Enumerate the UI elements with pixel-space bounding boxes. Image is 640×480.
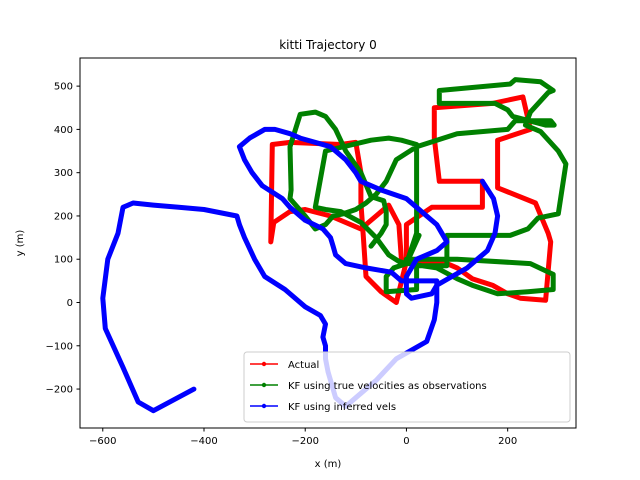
legend-box: [243, 351, 571, 423]
y-tick-label: −100: [46, 341, 73, 352]
series-2-trajectory: [287, 77, 569, 297]
legend-swatch-marker: [261, 361, 267, 367]
series-3-trajectory: [100, 126, 501, 414]
y-tick-label: 500: [54, 82, 73, 93]
legend-label: Actual: [288, 360, 319, 371]
series-layer: [100, 77, 569, 414]
y-tick-label: 100: [54, 255, 73, 266]
x-tick-label: −200: [291, 436, 318, 447]
y-tick-label: 200: [54, 211, 73, 222]
axes-frame: [79, 57, 577, 429]
x-axis-label: x (m): [315, 459, 342, 470]
legend-swatch-marker: [261, 403, 267, 409]
y-axis-label: y (m): [15, 230, 26, 257]
x-tick-label: 200: [498, 436, 517, 447]
chart-title: kitti Trajectory 0: [279, 38, 377, 52]
legend-label: KF using true velocities as observations: [288, 381, 487, 392]
x-tick-label: −400: [190, 436, 217, 447]
legend-swatch-marker: [261, 382, 267, 388]
y-tick-label: 300: [54, 168, 73, 179]
axes-layer: −600 −400 −200 0 200 −200 −100 0 100 200 300 400 500: [46, 57, 577, 447]
y-tick-label: −200: [46, 385, 73, 396]
x-tick-label: −600: [89, 436, 116, 447]
x-tick-label: 0: [403, 436, 409, 447]
y-tick-label: 400: [54, 125, 73, 136]
legend: Actual KF using true velocities as observ…: [243, 351, 571, 423]
y-tick-label: 0: [67, 298, 73, 309]
legend-label: KF using inferred vels: [288, 402, 396, 413]
